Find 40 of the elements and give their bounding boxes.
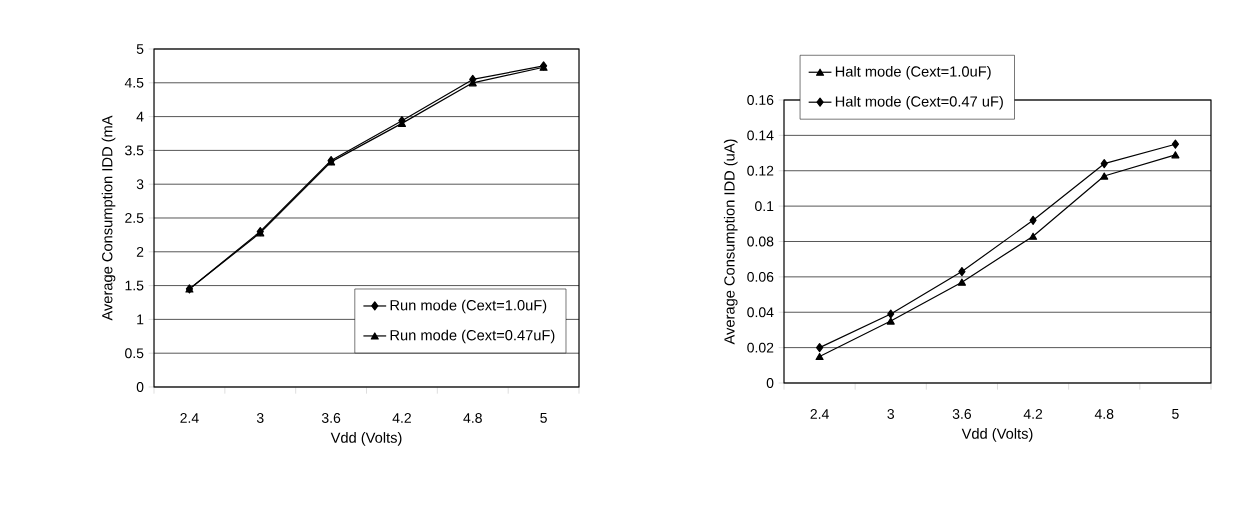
y-axis-title: Average Consumption IDD (mA xyxy=(101,115,116,321)
y-tick-label: 4 xyxy=(136,111,144,122)
y-axis-title: Average Consumption IDD (uA) xyxy=(723,139,738,345)
legend-label: Halt mode (Cext=0.47 uF) xyxy=(835,95,1003,110)
x-tick-label: 3 xyxy=(887,409,895,419)
x-tick-label: 5 xyxy=(1172,409,1179,419)
y-tick-label: 0.14 xyxy=(747,130,774,141)
y-tick-label: 0 xyxy=(136,382,144,392)
x-tick-label: 2.4 xyxy=(180,413,199,423)
y-tick-label: 0.1 xyxy=(755,201,774,212)
y-tick-label: 2 xyxy=(136,246,144,257)
y-tick-label: 0.08 xyxy=(747,236,774,247)
y-tick-label: 5 xyxy=(136,44,144,54)
y-tick-label: 0.06 xyxy=(747,271,774,282)
y-tick-label: 0.04 xyxy=(747,307,774,318)
x-tick-label: 3 xyxy=(256,413,264,423)
y-tick-label: 3.5 xyxy=(125,145,144,156)
x-tick-label: 5 xyxy=(540,413,547,423)
y-tick-label: 4.5 xyxy=(124,77,144,88)
y-tick-label: 0.02 xyxy=(747,342,774,353)
x-tick-label: 4.2 xyxy=(1023,409,1043,419)
y-tick-label: 2.5 xyxy=(125,213,144,223)
x-tick-label: 4.8 xyxy=(463,413,482,423)
legend-label: Run mode (Cext=0.47uF) xyxy=(390,329,555,344)
y-tick-label: 0.16 xyxy=(747,95,774,105)
y-tick-label: 1 xyxy=(137,314,144,325)
x-tick-label: 4.8 xyxy=(1094,409,1114,419)
x-tick-label: 3.6 xyxy=(321,413,341,423)
x-tick-label: 4.2 xyxy=(392,413,411,423)
y-tick-label: 0.12 xyxy=(747,165,774,176)
x-tick-label: 3.6 xyxy=(952,409,972,419)
y-tick-label: 3 xyxy=(136,179,144,190)
legend-label: Halt mode (Cext=1.0uF) xyxy=(835,65,991,80)
y-tick-label: 1.5 xyxy=(125,280,144,291)
x-axis-title: Vdd (Volts) xyxy=(961,428,1033,442)
x-axis-title: Vdd (Volts) xyxy=(330,432,402,446)
x-tick-label: 2.4 xyxy=(810,409,829,419)
y-tick-label: 0.5 xyxy=(125,348,144,359)
legend-label: Run mode (Cext=1.0uF) xyxy=(390,299,547,314)
y-tick-label: 0 xyxy=(766,378,774,388)
